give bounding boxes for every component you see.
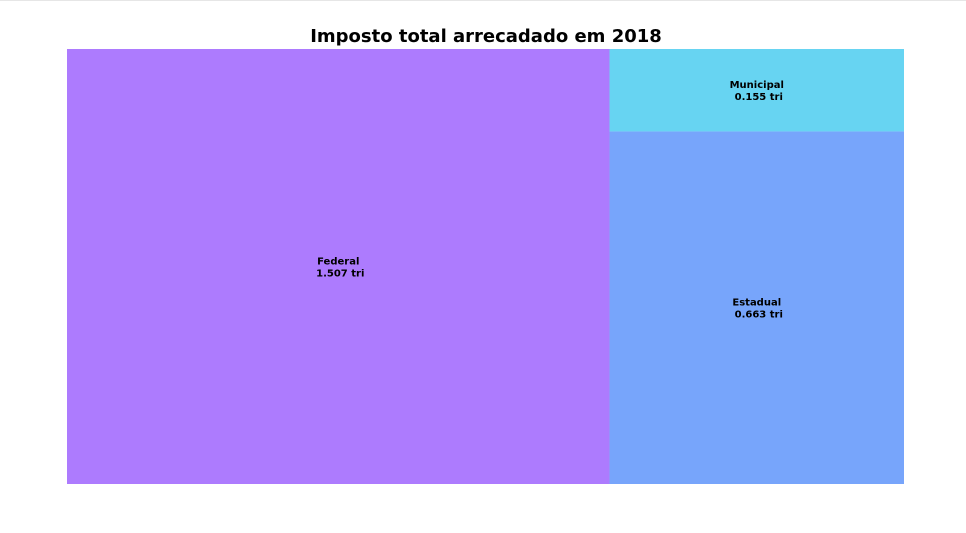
tile-rect-municipal <box>609 49 904 132</box>
top-border-line <box>0 0 966 1</box>
tile-rect-estadual <box>609 131 904 485</box>
tile-value-municipal: 0.155 tri <box>735 92 783 103</box>
tile-value-estadual: 0.663 tri <box>735 310 783 321</box>
tile-label-estadual: Estadual <box>732 298 781 309</box>
tile-label-municipal: Municipal <box>730 80 784 91</box>
tile-value-federal: 1.507 tri <box>316 269 364 280</box>
tile-rect-federal <box>67 49 610 484</box>
chart-title: Imposto total arrecadado em 2018 <box>310 26 662 47</box>
tile-label-federal: Federal <box>317 257 359 268</box>
